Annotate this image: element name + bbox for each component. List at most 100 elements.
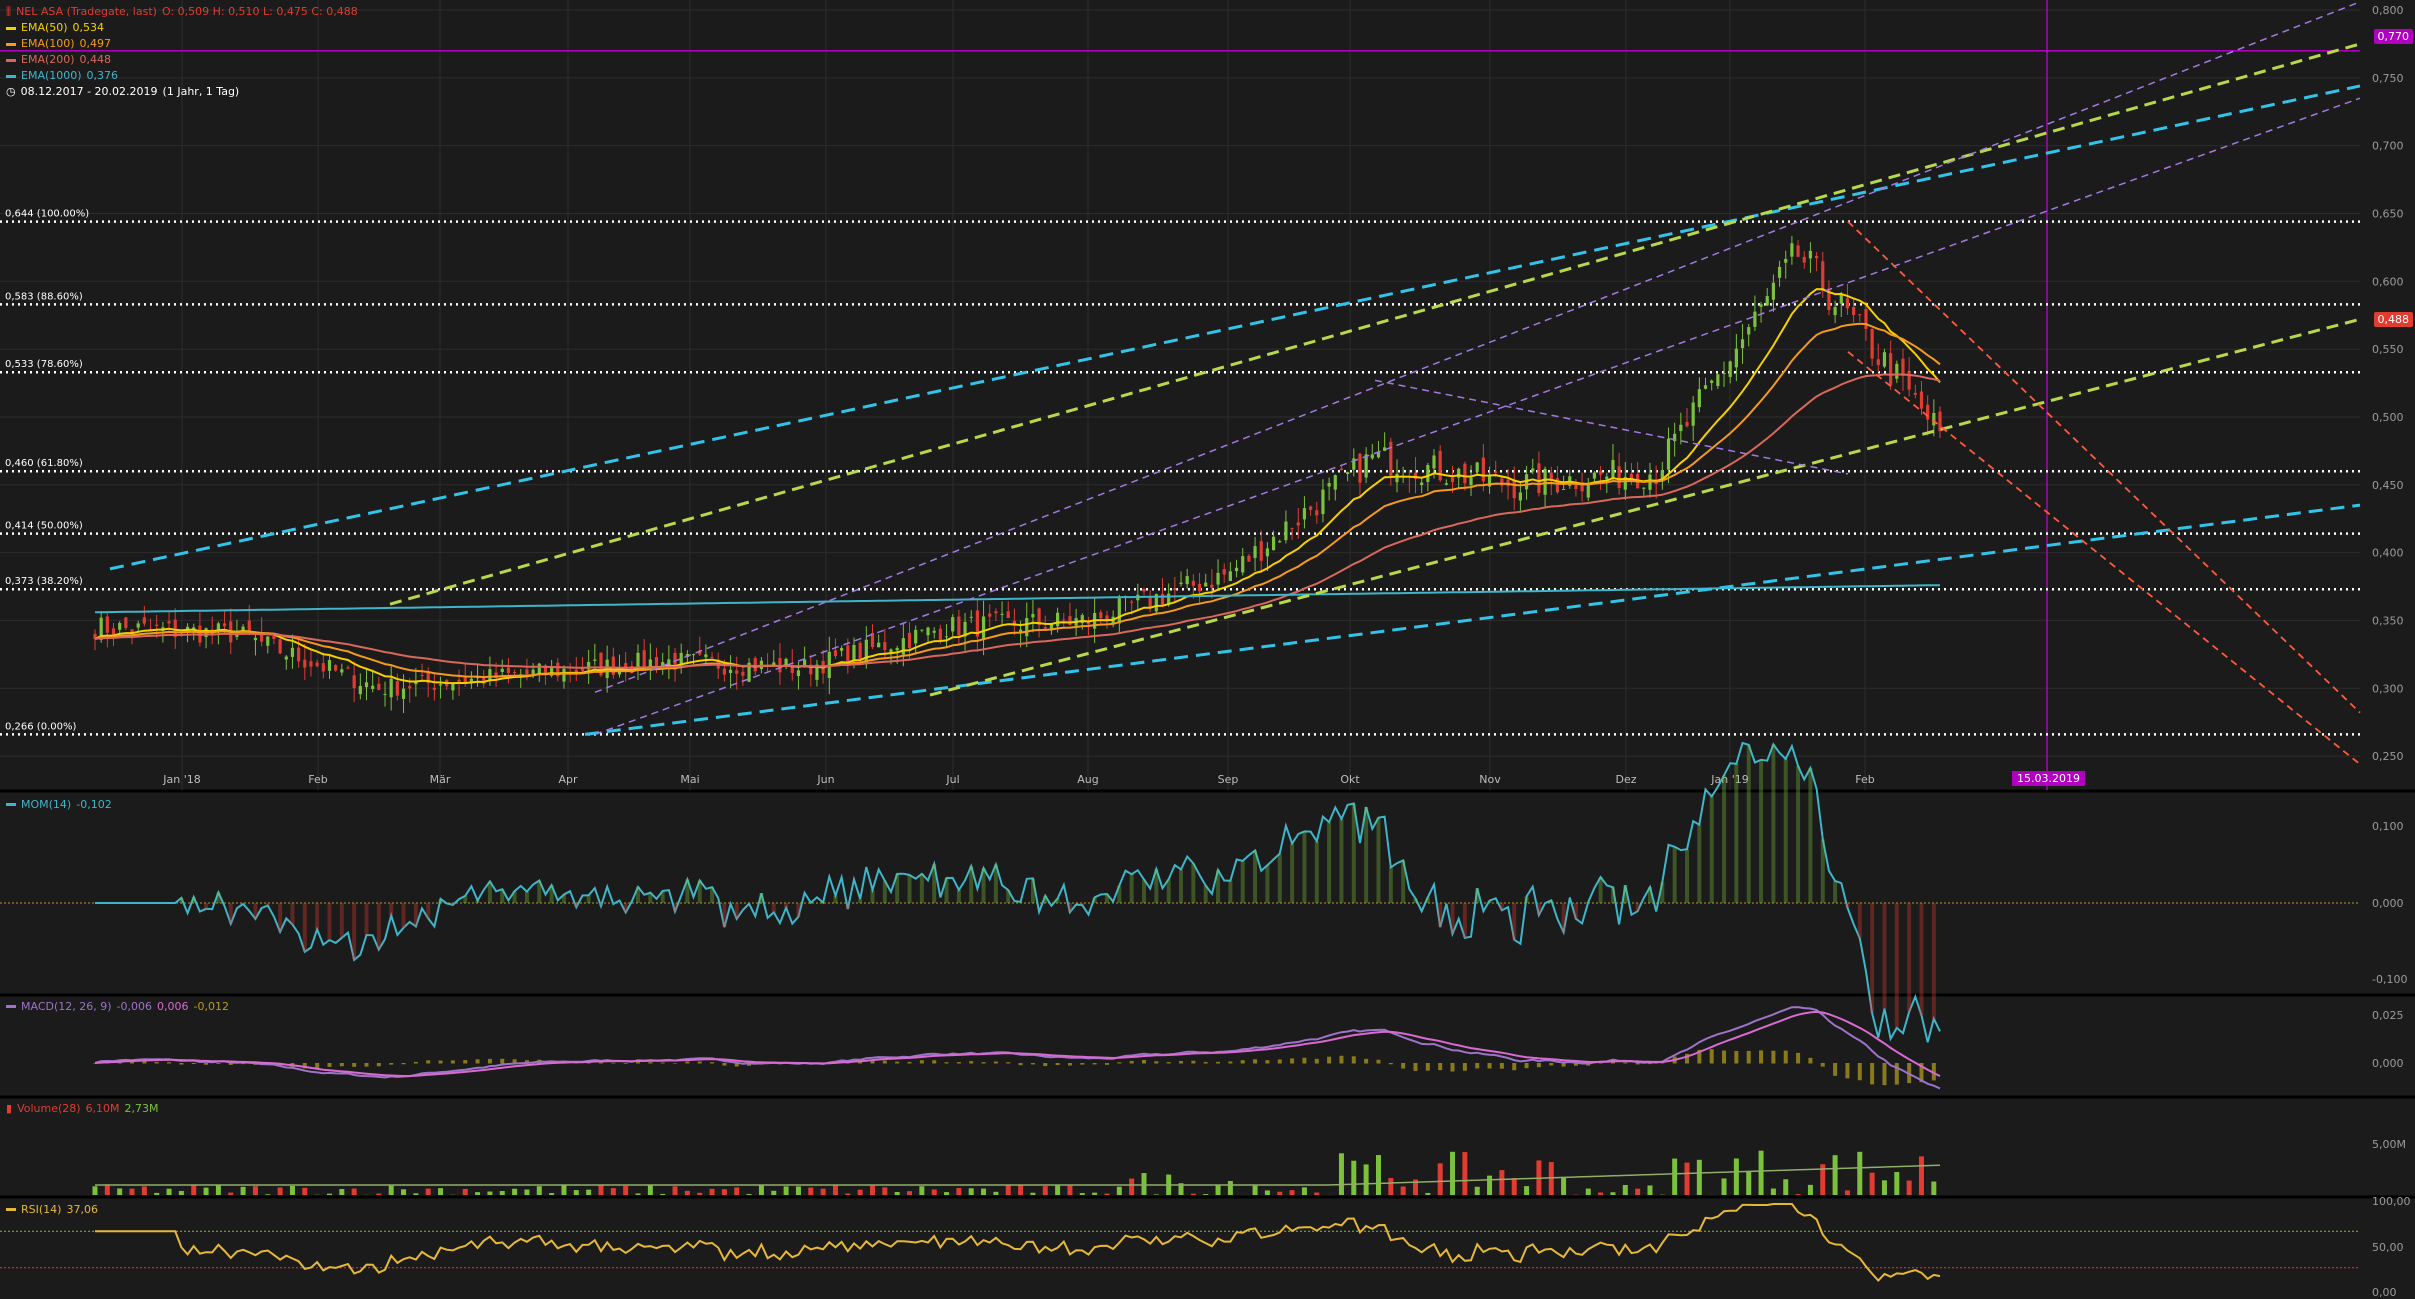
candle-body <box>1457 468 1461 478</box>
candle-body <box>432 687 436 690</box>
macd-histogram-bar <box>1425 1063 1430 1071</box>
volume-bar <box>1203 1194 1209 1195</box>
price-tick-label: 0,700 <box>2372 140 2404 153</box>
volume-bar <box>1104 1193 1110 1195</box>
candle-body <box>1561 488 1566 490</box>
candle-body <box>907 632 912 649</box>
macd-histogram-bar <box>710 1062 715 1064</box>
volume-bar <box>845 1193 851 1195</box>
x-axis-label: Jan '18 <box>162 773 200 786</box>
volume-bar <box>820 1188 826 1195</box>
candle-body <box>371 685 375 689</box>
macd-histogram-bar <box>142 1061 147 1064</box>
macd-histogram-bar <box>130 1061 135 1064</box>
candle-body <box>389 678 393 698</box>
candle-body <box>1327 483 1331 487</box>
candle-body <box>796 670 801 677</box>
macd-histogram-bar <box>1709 1049 1714 1064</box>
volume-bar <box>573 1190 579 1195</box>
volume-bar <box>1746 1171 1752 1195</box>
macd-histogram-bar <box>438 1060 443 1064</box>
candle-body <box>247 620 251 635</box>
macd-histogram-bar <box>1203 1061 1208 1064</box>
macd-histogram-bar <box>463 1060 468 1064</box>
volume-bar <box>1857 1151 1863 1195</box>
candle-body <box>1099 612 1103 619</box>
volume-bar <box>1375 1155 1381 1195</box>
volume-bar <box>808 1187 814 1195</box>
volume-bar <box>1338 1153 1344 1195</box>
volume-bar <box>1721 1178 1727 1195</box>
clock-icon: ◷ <box>6 85 16 98</box>
candle-body <box>1160 593 1165 605</box>
macd-histogram-bar <box>364 1063 369 1067</box>
candle-body <box>1049 624 1054 630</box>
macd-histogram-bar <box>993 1061 998 1064</box>
macd-histogram-bar <box>1376 1059 1381 1064</box>
legend-ema200[interactable]: EMA(200) 0,448 <box>6 52 358 68</box>
candle-body <box>975 610 979 637</box>
volume-bar <box>1079 1193 1085 1195</box>
mom-tick-label: -0,100 <box>2372 973 2407 986</box>
candle-body <box>1068 616 1072 625</box>
macd-signal-line <box>94 1010 1941 1077</box>
volume-bar <box>610 1188 616 1195</box>
macd-histogram-bar <box>352 1063 357 1067</box>
volume-bar <box>487 1191 493 1195</box>
macd-histogram-bar <box>1191 1060 1196 1064</box>
candle-body <box>1617 466 1621 488</box>
volume-bar <box>166 1188 172 1195</box>
candle-body <box>377 683 381 690</box>
ema100-line <box>94 322 1941 679</box>
volume-bar <box>1511 1178 1517 1195</box>
candle-body <box>969 616 973 618</box>
date-range-row[interactable]: ◷ 08.12.2017 - 20.02.2019 (1 Jahr, 1 Tag… <box>6 84 358 100</box>
macd-histogram-bar <box>154 1061 159 1064</box>
candle-body <box>1728 361 1732 377</box>
candle-body <box>599 652 603 676</box>
macd-histogram-bar <box>734 1063 739 1067</box>
volume-bar <box>1301 1187 1307 1195</box>
price-tick-label: 0,300 <box>2372 682 2404 695</box>
legend-ema1000[interactable]: EMA(1000) 0,376 <box>6 68 358 84</box>
rsi-tick-label: 0,00 <box>2372 1286 2397 1299</box>
candle-body <box>1086 621 1091 625</box>
macd-histogram-bar <box>1438 1063 1443 1071</box>
candle-body <box>741 671 745 676</box>
volume-legend: ▮ Volume(28) 6,10M 2,73M <box>6 1102 159 1115</box>
macd-histogram-bar <box>1623 1062 1628 1064</box>
candle-body <box>358 685 362 695</box>
fib-level-label: 0,266 (0.00%) <box>5 721 76 732</box>
volume-bar <box>1363 1164 1369 1195</box>
candle-body <box>401 688 406 699</box>
candle-body <box>1413 472 1418 479</box>
volume-bar <box>1425 1192 1431 1195</box>
candle-body <box>1025 618 1029 637</box>
volume-bar <box>1129 1178 1135 1195</box>
candle-body <box>1216 572 1220 585</box>
macd-histogram-bar <box>216 1063 221 1064</box>
macd-histogram-bar <box>1894 1063 1899 1085</box>
volume-bar <box>401 1189 407 1195</box>
volume-bar <box>302 1187 308 1195</box>
candle-body <box>889 649 893 655</box>
volume-bar <box>1042 1186 1048 1195</box>
rsi-swatch <box>6 1208 16 1211</box>
macd-histogram-bar <box>1129 1060 1134 1064</box>
volume-bar <box>1351 1160 1357 1195</box>
candle-body <box>1197 583 1202 592</box>
candle-body <box>914 629 918 644</box>
volume-bar <box>956 1187 962 1195</box>
legend-ema100[interactable]: EMA(100) 0,497 <box>6 36 358 52</box>
date-marker-label: 15.03.2019 <box>2012 771 2085 786</box>
candle-body <box>1012 620 1017 626</box>
candle-body <box>1037 608 1041 626</box>
macd-histogram-bar <box>1216 1061 1221 1064</box>
price-tick-label: 0,550 <box>2372 343 2404 356</box>
candle-body <box>877 642 881 648</box>
volume-bar <box>1487 1175 1493 1195</box>
macd-histogram-bar <box>1882 1063 1887 1086</box>
legend-ema50[interactable]: EMA(50) 0,534 <box>6 20 358 36</box>
